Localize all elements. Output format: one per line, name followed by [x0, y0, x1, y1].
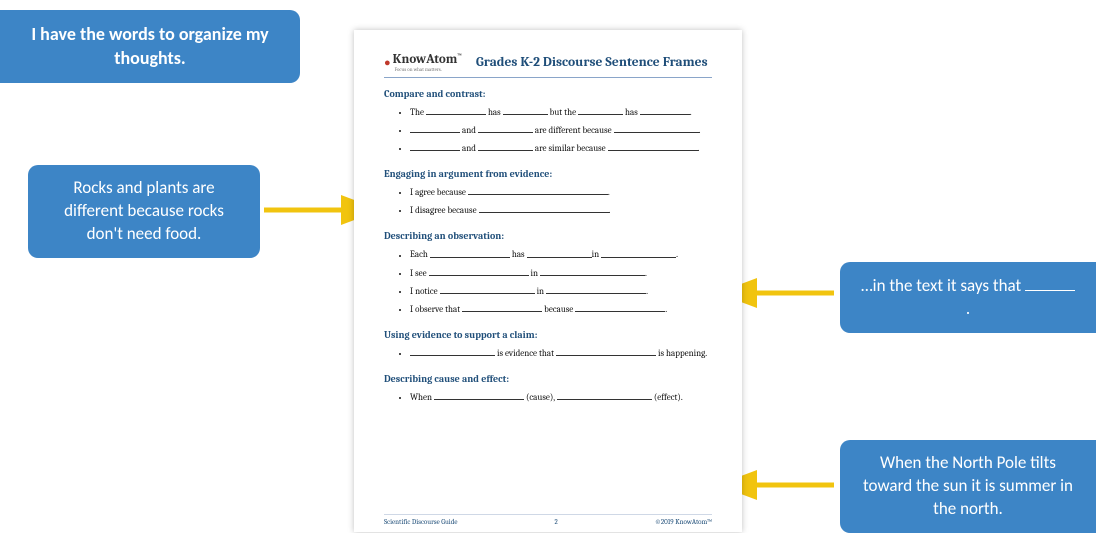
frames-observation: Each has in . I see in . I notice in . I…: [384, 249, 712, 314]
logo-tagline: Focus on what matters.: [395, 67, 462, 73]
frame-line: and are similar because .: [410, 143, 712, 154]
frame-line: I agree because .: [410, 187, 712, 198]
frames-evidence: is evidence that is happening.: [384, 348, 712, 359]
doc-footer: Scientific Discourse Guide 2 ©2019 KnowA…: [384, 514, 712, 526]
callout-r1-prefix: …in the text it says that: [861, 275, 1025, 296]
footer-page: 2: [555, 518, 558, 526]
frame-line: When (cause), (effect).: [410, 392, 712, 403]
frame-line: I see in .: [410, 268, 712, 279]
frame-line: I observe that because .: [410, 304, 712, 315]
section-observation-title: Describing an observation:: [384, 230, 712, 242]
section-compare-title: Compare and contrast:: [384, 88, 712, 100]
logo-text: KnowAtom: [393, 52, 458, 67]
worksheet-document: ● KnowAtom™ Focus on what matters. Grade…: [354, 30, 742, 532]
frames-compare: The has but the has . and are different …: [384, 107, 712, 154]
callout-example-text: …in the text it says that .: [840, 262, 1096, 333]
doc-title: Grades K-2 Discourse Sentence Frames: [471, 55, 712, 70]
callout-example-compare: Rocks and plants are different because r…: [28, 165, 260, 258]
section-evidence-title: Using evidence to support a claim:: [384, 329, 712, 341]
logo: ● KnowAtom™ Focus on what matters.: [384, 52, 461, 73]
apple-icon: ●: [384, 56, 391, 69]
frame-line: Each has in .: [410, 249, 712, 260]
frame-line: is evidence that is happening.: [410, 348, 712, 359]
frame-line: I disagree because .: [410, 205, 712, 216]
frame-line: I notice in .: [410, 286, 712, 297]
section-argument-title: Engaging in argument from evidence:: [384, 168, 712, 180]
blank-underline: [1025, 274, 1075, 291]
frame-line: and are different because .: [410, 125, 712, 136]
frames-argument: I agree because . I disagree because .: [384, 187, 712, 216]
callout-intro: I have the words to organize my thoughts…: [0, 10, 300, 83]
callout-r1-suffix: .: [966, 298, 970, 319]
callout-example-cause-effect: When the North Pole tilts toward the sun…: [840, 440, 1096, 533]
frames-cause: When (cause), (effect).: [384, 392, 712, 403]
footer-right: ©2019 KnowAtom™: [655, 518, 712, 526]
section-cause-title: Describing cause and effect:: [384, 373, 712, 385]
footer-left: Scientific Discourse Guide: [384, 518, 457, 526]
doc-header: ● KnowAtom™ Focus on what matters. Grade…: [384, 52, 712, 78]
frame-line: The has but the has .: [410, 107, 712, 118]
